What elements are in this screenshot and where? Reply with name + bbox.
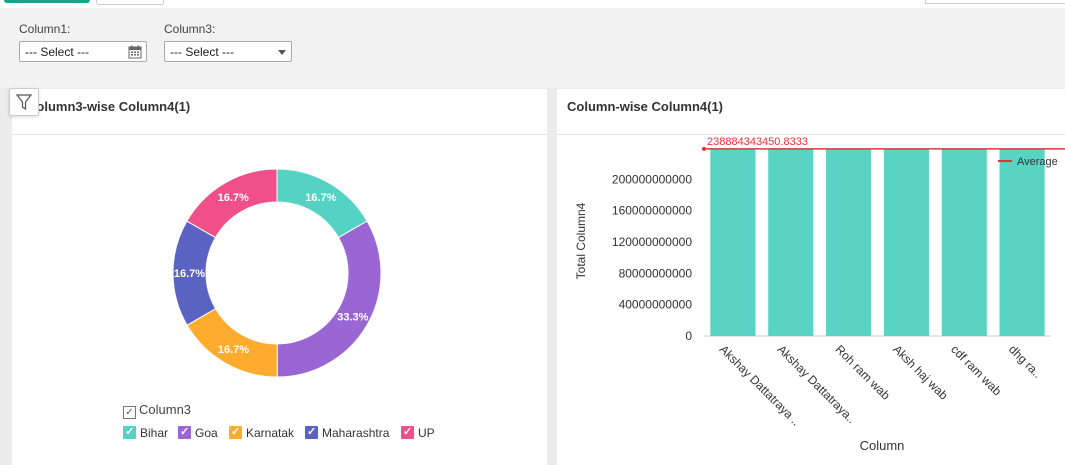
donut-data-label: 33.3% (337, 312, 368, 324)
legend-item-maharashtra[interactable]: Maharashtra (305, 425, 390, 441)
donut-slice-goa[interactable] (276, 220, 382, 378)
tab-active[interactable] (4, 0, 90, 3)
y-tick-label: 80000000000 (619, 266, 693, 280)
donut-data-label: 16.7% (218, 344, 249, 356)
donut-chart: 16.7% 33.3% 16.7% 16.7% 16.7% (172, 168, 382, 378)
average-legend-label[interactable]: Average (1017, 156, 1058, 168)
legend-select-all-checkbox[interactable]: ✓ (123, 406, 136, 419)
column3-filter-label: Column3: (164, 22, 216, 36)
filter-funnel-button[interactable] (9, 88, 39, 116)
bar[interactable] (768, 148, 814, 336)
legend-label: Goa (195, 426, 218, 440)
y-tick-label: 120000000000 (612, 235, 692, 249)
legend-item-up[interactable]: UP (401, 425, 435, 441)
donut-slice-up[interactable] (186, 168, 278, 239)
legend-label: Maharashtra (322, 426, 390, 440)
legend-item-karnatak[interactable]: Karnatak (229, 425, 295, 441)
donut-data-label: 16.7% (174, 268, 205, 280)
chevron-down-icon[interactable] (278, 50, 286, 55)
bar[interactable] (999, 148, 1045, 336)
legend-checkbox[interactable] (305, 425, 318, 440)
legend-item-bihar[interactable]: Bihar (123, 425, 169, 441)
bar-chart-panel: Column-wise Column4(1) 0 40000000000 80000… (557, 89, 1065, 465)
legend-header[interactable]: ✓ Column3 (123, 402, 191, 419)
legend-label: UP (418, 426, 435, 440)
x-tick-label: Aksh haj wab (890, 342, 951, 403)
y-tick-label: 200000000000 (612, 172, 692, 186)
average-marker (702, 146, 706, 151)
legend-title: Column3 (139, 402, 192, 417)
column3-dropdown[interactable]: --- Select --- (164, 41, 292, 62)
bar-chart: 0 40000000000 80000000000 120000000000 16000… (574, 136, 1065, 453)
donut-slice-karnatak[interactable] (186, 307, 278, 378)
donut-data-label: 16.7% (218, 192, 249, 204)
legend-label: Bihar (140, 426, 169, 440)
average-value-label: 238884343450.8333 (707, 136, 808, 148)
y-axis-label: Total Column4 (574, 202, 588, 279)
legend-checkbox[interactable] (178, 425, 191, 440)
bar[interactable] (941, 148, 987, 336)
x-tick-label: Roh ram wab (832, 342, 893, 403)
column1-select-value: --- Select --- (25, 45, 89, 59)
legend-label: Karnatak (246, 426, 295, 440)
tab-inactive[interactable] (96, 0, 164, 5)
legend-item-goa[interactable]: Goa (178, 425, 218, 441)
bar[interactable] (826, 148, 872, 336)
x-tick-label: dhg ra.. (1006, 342, 1045, 381)
donut-chart-panel: Column3-wise Column4(1) 16.7% 33.3% 16.7% 1… (12, 89, 547, 465)
y-tick-label: 0 (685, 329, 692, 343)
bar[interactable] (883, 148, 929, 336)
legend-checkbox[interactable] (401, 425, 414, 440)
x-tick-label: cdf ram wab (948, 342, 1004, 398)
column1-filter-label: Column1: (19, 22, 71, 36)
bar-panel-title: Column-wise Column4(1) (557, 89, 1065, 135)
y-tick-label: 40000000000 (619, 298, 693, 312)
y-tick-label: 160000000000 (612, 204, 692, 218)
legend-checkbox[interactable] (123, 425, 136, 440)
calendar-icon[interactable] (128, 45, 142, 59)
x-axis-label: Column (860, 438, 905, 453)
legend-checkbox[interactable] (229, 425, 242, 440)
toolbar-right[interactable] (925, 0, 1065, 4)
column3-select-value: --- Select --- (170, 45, 234, 59)
filter-bar: Column1: --- Select --- Column3: --- Sel… (0, 8, 1065, 88)
donut-data-label: 16.7% (305, 192, 336, 204)
column1-date-select[interactable]: --- Select --- (19, 41, 147, 62)
donut-panel-title: Column3-wise Column4(1) (12, 89, 547, 135)
funnel-icon (15, 94, 33, 111)
bar[interactable] (710, 148, 756, 336)
